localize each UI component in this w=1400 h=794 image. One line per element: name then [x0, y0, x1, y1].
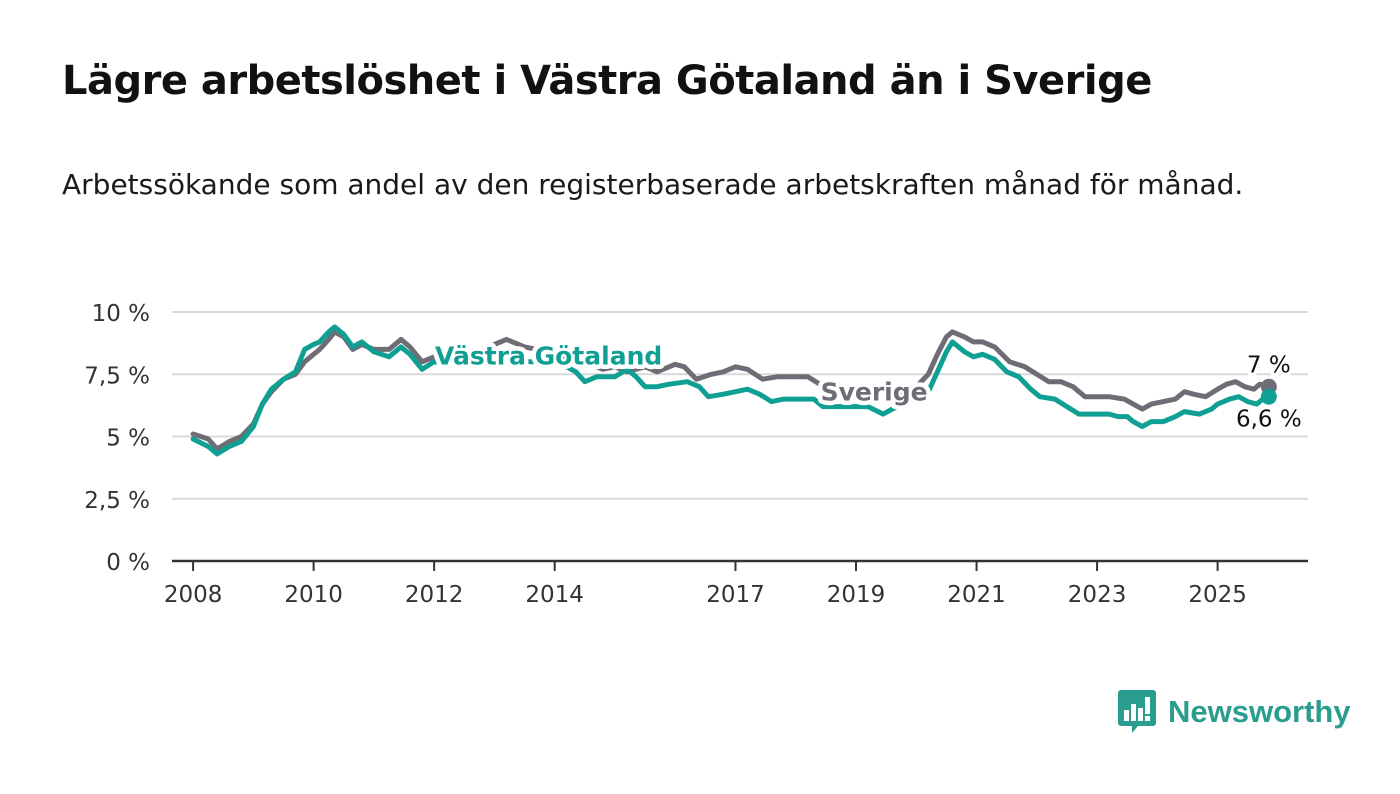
series-label-halo: Västra Götaland — [435, 341, 662, 370]
y-tick-label: 7,5 % — [84, 363, 150, 389]
chart-title: Lägre arbetslöshet i Västra Götaland än … — [62, 58, 1152, 104]
chart-subtitle: Arbetssökande som andel av den registerb… — [62, 168, 1244, 201]
series-lines — [190, 324, 1277, 457]
series-label-vastra-gotaland: Västra Götaland — [435, 341, 662, 370]
newsworthy-logo-text: Newsworthy — [1168, 694, 1351, 729]
x-tick-label: 2025 — [1188, 582, 1247, 608]
end-label-halo: 7 % — [1247, 353, 1291, 379]
series-label-sverige: Sverige — [821, 377, 928, 406]
x-tick-label: 2017 — [706, 582, 765, 608]
y-tick-label: 10 % — [92, 301, 150, 327]
series-label-halo: Sverige — [821, 377, 928, 406]
x-tick-label: 2023 — [1068, 582, 1127, 608]
end-label-sverige: 7 % — [1247, 353, 1291, 379]
grid-lines — [172, 311, 1308, 500]
x-tick-label: 2014 — [525, 582, 584, 608]
x-tick-label: 2008 — [164, 582, 223, 608]
x-axis: 2008 2010 2012 2014 2017 2019 2021 2023 2025 — [164, 559, 1308, 608]
end-point-vastra-gotaland — [1260, 388, 1277, 405]
x-tick-label: 2019 — [827, 582, 886, 608]
newsworthy-logo-icon — [1118, 690, 1156, 733]
y-axis-tick-labels: 0 % 2,5 % 5 % 7,5 % 10 % — [84, 301, 150, 576]
y-tick-label: 0 % — [106, 550, 150, 576]
y-tick-label: 5 % — [106, 426, 150, 452]
line-chart: 0 % 2,5 % 5 % 7,5 % 10 % 2008 2010 2012 2014 201… — [84, 301, 1308, 608]
x-tick-label: 2010 — [284, 582, 343, 608]
end-label-halo: 6,6 % — [1236, 407, 1302, 433]
series-line-vastra-gotaland — [190, 324, 1272, 457]
newsworthy-logo: Newsworthy — [1118, 690, 1351, 734]
x-tick-label: 2012 — [405, 582, 464, 608]
end-label-vastra-gotaland: 6,6 % — [1236, 407, 1302, 433]
y-tick-label: 2,5 % — [84, 488, 150, 514]
x-tick-label: 2021 — [947, 582, 1006, 608]
